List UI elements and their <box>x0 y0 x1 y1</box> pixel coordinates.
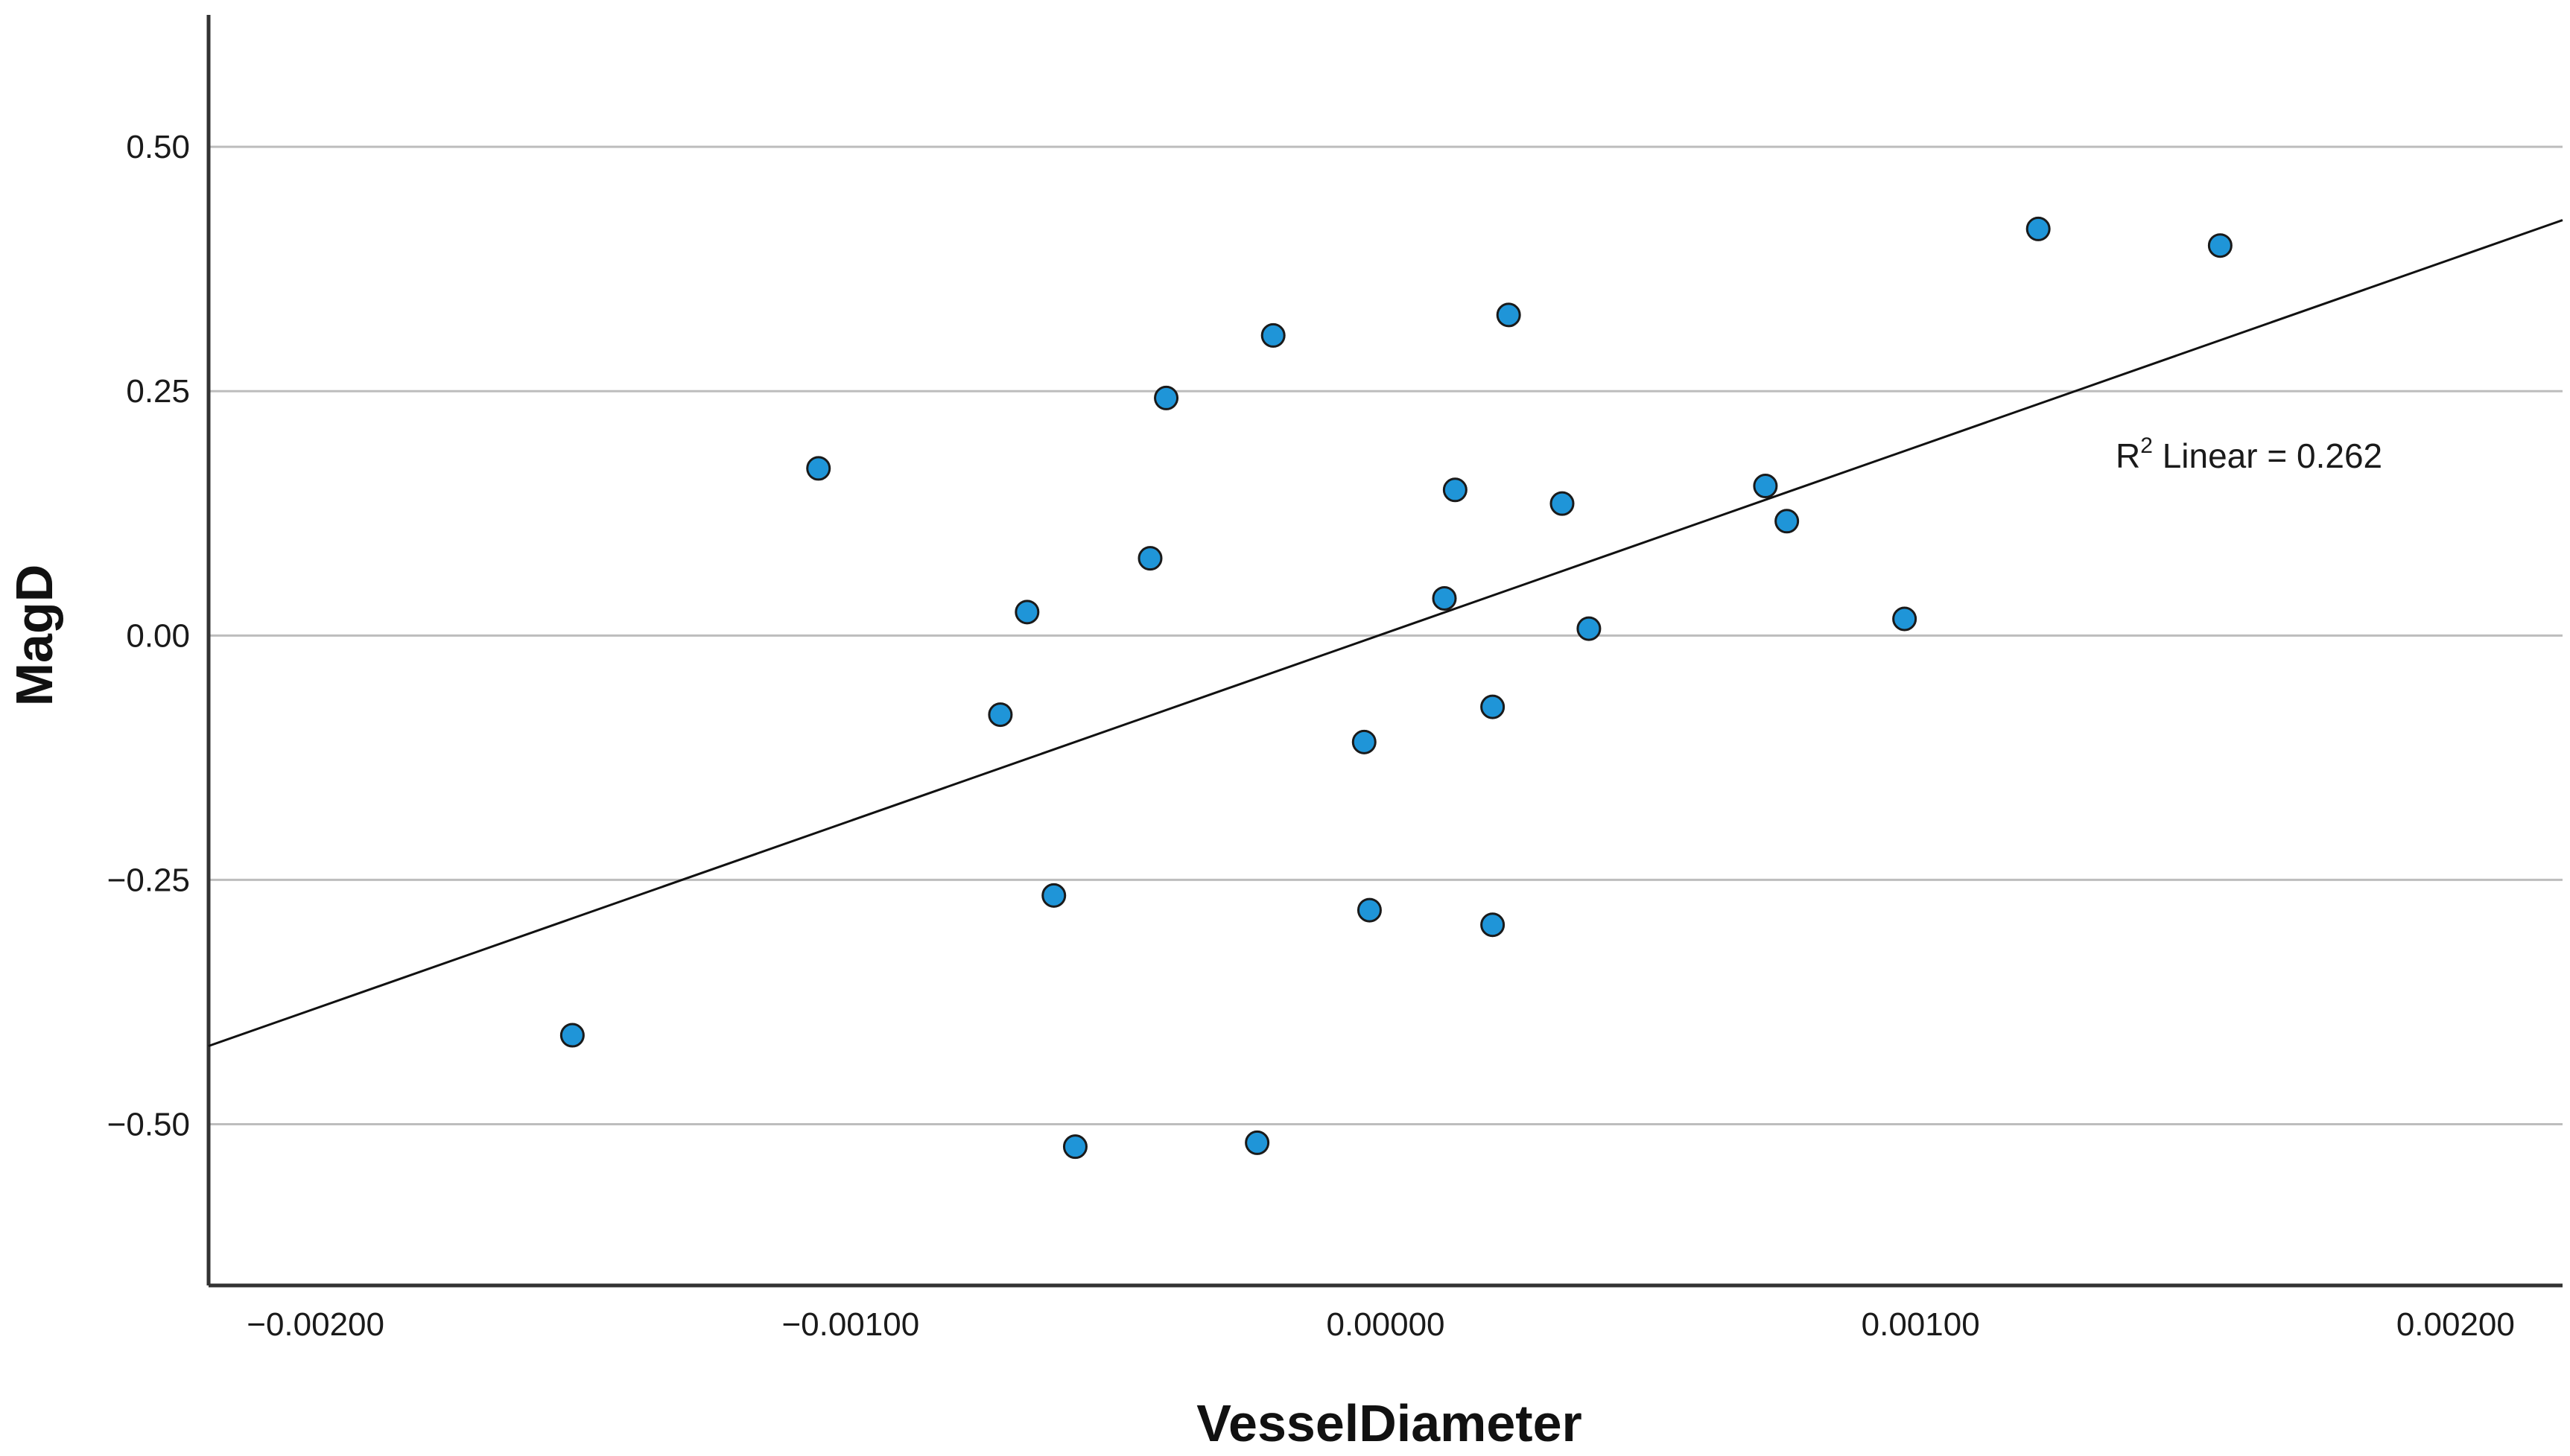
data-point <box>559 1023 585 1048</box>
data-point <box>1351 729 1377 754</box>
data-point <box>1015 600 1040 625</box>
axes <box>206 15 2563 1288</box>
data-point <box>1892 606 1917 632</box>
y-tick-label: 0.50 <box>126 129 190 165</box>
r-squared-prefix: R <box>2116 436 2140 475</box>
x-tick-label: 0.00200 <box>2396 1306 2515 1343</box>
data-point <box>1442 477 1468 503</box>
r-squared-value: Linear = 0.262 <box>2153 436 2382 475</box>
data-point <box>806 456 831 481</box>
y-tick-label: 0.00 <box>126 617 190 654</box>
data-point <box>1774 509 1800 534</box>
data-point <box>1496 302 1521 328</box>
x-tick-label: −0.00100 <box>781 1306 919 1343</box>
data-points <box>559 216 2233 1160</box>
y-tick-label: 0.25 <box>126 373 190 410</box>
data-point <box>1753 474 1778 499</box>
data-point <box>2025 216 2051 241</box>
y-tick-labels: 0.50 0.25 0.00 −0.25 −0.50 <box>107 129 190 1142</box>
data-point <box>1245 1130 1270 1155</box>
r-squared-annotation: R2 Linear = 0.262 <box>2116 433 2382 475</box>
data-point <box>2207 233 2233 258</box>
data-point <box>1480 912 1505 938</box>
data-point <box>1432 585 1457 611</box>
y-tick-label: −0.50 <box>107 1106 190 1142</box>
data-point <box>1138 546 1163 571</box>
regression-fit-line <box>208 219 2563 1047</box>
y-axis-title: MagD <box>5 565 63 707</box>
data-point <box>1480 694 1505 719</box>
data-point <box>1154 385 1179 410</box>
data-point <box>1549 491 1575 516</box>
data-point <box>988 702 1013 728</box>
data-point <box>1041 883 1067 908</box>
data-point <box>1062 1134 1088 1160</box>
data-point <box>1357 897 1382 923</box>
x-axis-title: VesselDiameter <box>1196 1394 1582 1452</box>
x-tick-label: 0.00100 <box>1862 1306 1980 1343</box>
r-squared-superscript: 2 <box>2140 433 2153 458</box>
y-tick-label: −0.25 <box>107 862 190 898</box>
grid-lines <box>209 145 2563 1125</box>
x-tick-label: −0.00200 <box>247 1306 384 1343</box>
data-point <box>1576 616 1602 641</box>
x-tick-label: 0.00000 <box>1326 1306 1444 1343</box>
data-point <box>1260 322 1286 348</box>
x-tick-labels: −0.00200 −0.00100 0.00000 0.00100 0.00200 <box>247 1306 2515 1343</box>
